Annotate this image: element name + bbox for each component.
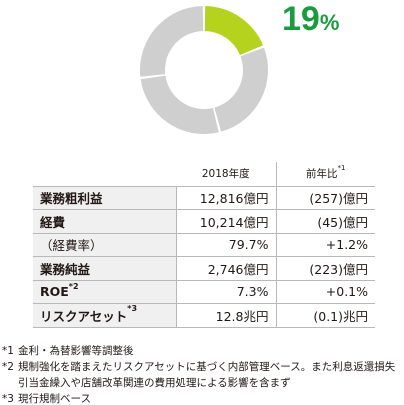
row-label: 経費 [33, 209, 177, 233]
header-yoy-label: 前年比 [306, 168, 338, 181]
footnote-mark: *1 [2, 345, 14, 357]
percentage-value: 19 [282, 0, 320, 38]
row-label: 業務純益 [33, 256, 177, 280]
table-row: （経費率） 79.7% +1.2% [33, 232, 375, 257]
footnotes: *1 金利・為替影響等調整後 *2 規制強化を踏まえたリスクアセットに基づく内部… [2, 343, 402, 405]
table-header-row: 2018年度 前年比*1 [33, 162, 375, 186]
row-change: (45)億円 [276, 209, 375, 233]
row-change: (0.1)兆円 [276, 303, 375, 328]
header-empty [33, 162, 176, 186]
row-value: 10,214億円 [176, 209, 277, 233]
donut-slice-other [214, 47, 268, 132]
row-change: (257)億円 [276, 185, 375, 210]
footnote-text: 金利・為替影響等調整後 [18, 345, 134, 357]
table-row: リスクアセット*3 12.8兆円 (0.1)兆円 [33, 303, 375, 328]
table-row: 業務純益 2,746億円 (223)億円 [33, 256, 375, 280]
row-label-text: 経費 [40, 214, 66, 230]
footnote-text: 現行規制ベース [18, 393, 91, 405]
table-row: 経費 10,214億円 (45)億円 [33, 209, 375, 233]
donut-slice-other [140, 75, 219, 134]
footnote: *2 規制強化を踏まえたリスクアセットに基づく内部管理ベース。また利息返還損失引… [2, 359, 402, 391]
donut-slice-highlight [204, 6, 264, 55]
row-value: 79.7% [176, 232, 277, 257]
footnote-text: 規制強化を踏まえたリスクアセットに基づく内部管理ベース。また利息返還損失引当金繰… [18, 361, 396, 389]
row-label-text: ROE [40, 284, 69, 300]
highlight-percentage: 19% [282, 1, 339, 37]
metrics-table: 2018年度 前年比*1 業務粗利益 12,816億円 (257)億円 経費 1… [33, 162, 375, 328]
donut-chart [140, 6, 268, 134]
row-change: (223)億円 [276, 256, 375, 280]
row-label: リスクアセット*3 [33, 303, 177, 328]
row-label-text: 業務粗利益 [40, 191, 103, 207]
percentage-unit: % [319, 10, 340, 35]
header-yoy: 前年比*1 [276, 162, 375, 186]
table-row: 業務粗利益 12,816億円 (257)億円 [33, 185, 375, 210]
row-label: 業務粗利益 [33, 185, 177, 210]
row-label-text: リスクアセット [40, 308, 128, 324]
donut-slice-other [140, 6, 204, 77]
row-label-note: *2 [68, 282, 79, 292]
row-label-text: （経費率） [40, 238, 103, 254]
footnote-mark: *3 [2, 393, 14, 405]
row-value: 12.8兆円 [176, 303, 277, 328]
row-label: ROE*2 [33, 279, 177, 304]
header-fiscal-year: 2018年度 [176, 162, 277, 186]
row-value: 7.3% [176, 279, 277, 304]
footnote-mark: *2 [2, 361, 14, 373]
row-label: （経費率） [33, 232, 177, 257]
row-value: 2,746億円 [176, 256, 277, 280]
row-label-text: 業務純益 [40, 261, 91, 277]
row-change: +1.2% [276, 232, 375, 257]
footnote: *3 現行規制ベース [2, 391, 402, 405]
row-value: 12,816億円 [176, 185, 277, 210]
row-label-note: *3 [127, 303, 138, 313]
table-row: ROE*2 7.3% +0.1% [33, 279, 375, 304]
header-yoy-note: *1 [337, 164, 346, 173]
footnote: *1 金利・為替影響等調整後 [2, 343, 402, 359]
row-change: +0.1% [276, 279, 375, 304]
